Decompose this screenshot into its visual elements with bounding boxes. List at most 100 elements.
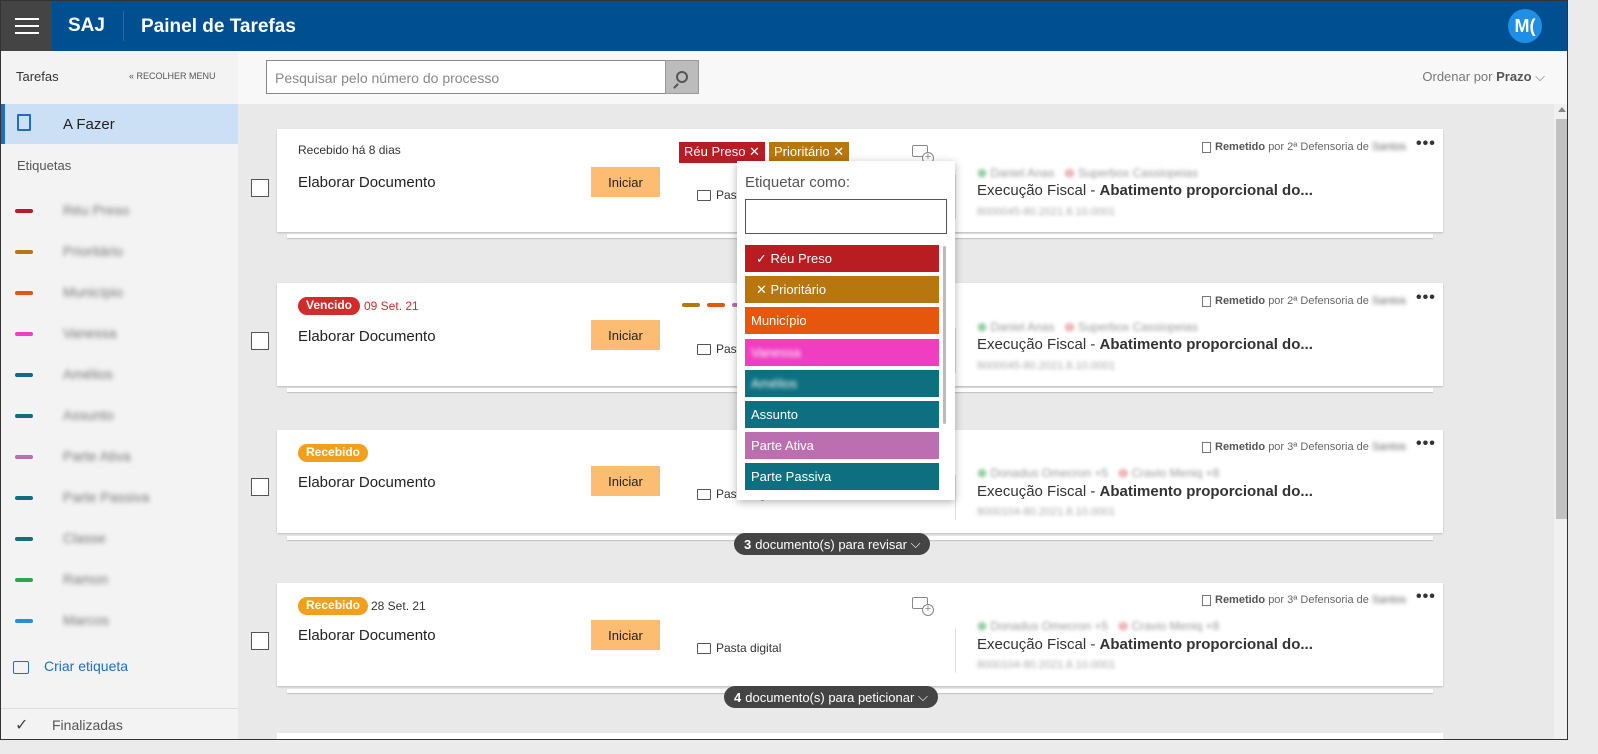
sidebar-tag-item[interactable]: Parte Ativa <box>15 448 215 468</box>
start-button[interactable]: Iniciar <box>591 466 660 496</box>
process-number: 8000104-80.2021.8.10.0001 <box>977 659 1116 671</box>
search-button[interactable] <box>665 60 699 94</box>
sidebar-tag-item[interactable]: Classe <box>15 530 215 550</box>
add-tag-icon[interactable] <box>912 145 934 164</box>
tag-label: Réu Preso <box>684 144 746 159</box>
tag-color-swatch <box>15 537 33 541</box>
status-badge: Recebido <box>298 444 369 462</box>
tag-option-label: Prioritário <box>770 282 827 298</box>
scroll-up-icon[interactable] <box>1558 107 1566 112</box>
parties: ⊕ Daniel Anas ⊖ Superbox Cassiopeias <box>977 166 1198 180</box>
task-checkbox[interactable] <box>251 632 269 650</box>
main-scrollbar[interactable] <box>1554 104 1567 739</box>
search-row: Pesquisar pelo número do processo Ordena… <box>238 51 1567 104</box>
bookmark-icon <box>17 114 31 131</box>
more-options-icon[interactable]: ••• <box>1416 588 1436 605</box>
sort-value: Prazo <box>1496 69 1532 84</box>
tag-color-swatch <box>15 332 33 336</box>
task-card[interactable]: Recebido 28 Set. 21 Elaborar Documento I… <box>277 583 1443 686</box>
tag-option[interactable]: Vanessa <box>745 338 939 366</box>
documents-petition-button[interactable]: 4 documento(s) para peticionar ⌵ <box>724 686 938 708</box>
sidebar-item-a-fazer[interactable]: A Fazer <box>1 104 238 144</box>
tag-dropdown: Etiquetar como: ✓ Réu Preso ✕ Prioritário… <box>737 161 955 500</box>
tag-label: Marcos <box>63 612 109 628</box>
digital-folder-link[interactable]: Pasta digital <box>697 641 781 655</box>
remetido-info: Remetido por 3ª Defensoria de Santos <box>1202 441 1406 453</box>
task-checkbox[interactable] <box>251 478 269 496</box>
start-button[interactable]: Iniciar <box>591 620 660 650</box>
more-options-icon[interactable]: ••• <box>1416 289 1436 306</box>
page-title: Painel de Tarefas <box>141 16 296 37</box>
process-number: 8000045-80.2021.8.10.0001 <box>977 360 1116 372</box>
dropdown-label: Etiquetar como: <box>745 174 851 191</box>
sidebar-tag-item[interactable]: Prioritário <box>15 243 215 263</box>
divider <box>955 328 956 373</box>
tag-color-swatch <box>15 455 33 459</box>
sort-dropdown[interactable]: Ordenar por Prazo ⌵ <box>1422 69 1545 85</box>
received-text: Recebido há 8 dias <box>298 143 401 157</box>
tag-option[interactable]: ✕ Prioritário <box>745 276 939 304</box>
task-title: Elaborar Documento <box>298 174 436 191</box>
tag-color-swatch <box>15 619 33 623</box>
hamburger-menu-icon[interactable] <box>1 1 52 51</box>
chevron-down-icon: ⌵ <box>910 536 921 551</box>
add-tag-icon[interactable] <box>912 597 934 616</box>
more-options-icon[interactable]: ••• <box>1416 435 1436 452</box>
tag-color-swatch <box>15 291 33 295</box>
chevron-down-icon: ⌵ <box>917 689 928 704</box>
dropdown-scrollbar[interactable] <box>943 246 946 424</box>
start-button[interactable]: Iniciar <box>591 320 660 350</box>
divider <box>955 475 956 520</box>
sidebar-tag-item[interactable]: Assunto <box>15 407 215 427</box>
sidebar-tag-item[interactable]: Amélios <box>15 366 215 386</box>
remetido-info: Remetido por 2ª Defensoria de Santos <box>1202 141 1406 153</box>
tag-option[interactable]: Parte Ativa <box>745 432 939 460</box>
create-tag-link[interactable]: Criar etiqueta <box>13 658 128 674</box>
sidebar-tag-item[interactable]: Réu Preso <box>15 202 215 222</box>
tag-label: Parte Passiva <box>63 489 150 505</box>
due-date: 28 Set. 21 <box>371 599 426 613</box>
tag-prioritario[interactable]: Prioritário ✕ <box>769 142 850 163</box>
documents-review-button[interactable]: 3 documento(s) para revisar ⌵ <box>734 533 931 555</box>
document-icon <box>1202 141 1211 153</box>
tag-option[interactable]: Município <box>745 307 939 335</box>
mini-tag <box>682 303 700 307</box>
tag-option[interactable]: Assunto <box>745 401 939 428</box>
collapse-menu-button[interactable]: « RECOLHER MENU <box>129 71 216 81</box>
search-input[interactable]: Pesquisar pelo número do processo <box>266 60 666 94</box>
more-options-icon[interactable]: ••• <box>1416 135 1436 152</box>
task-title: Elaborar Documento <box>298 328 436 345</box>
mini-tag <box>707 303 725 307</box>
add-tag-icon <box>13 660 29 674</box>
sidebar-tag-item[interactable]: Marcos <box>15 612 215 632</box>
task-checkbox[interactable] <box>251 179 269 197</box>
start-button[interactable]: Iniciar <box>591 167 660 197</box>
tag-label: Ramon <box>63 571 109 587</box>
check-icon: ✓ <box>756 251 771 266</box>
folder-icon <box>697 643 711 655</box>
app-window: SAJ Painel de Tarefas M( Tarefas « RECOL… <box>0 0 1568 740</box>
task-card-partial <box>277 733 1443 739</box>
tag-option[interactable]: Amélios <box>745 369 939 397</box>
sidebar-tag-item[interactable]: Parte Passiva <box>15 489 215 509</box>
sidebar-item-finalizadas[interactable]: ✓ Finalizadas <box>1 708 238 739</box>
tag-option[interactable]: ✓ Réu Preso <box>745 245 939 272</box>
sidebar-tag-item[interactable]: Vanessa <box>15 325 215 345</box>
remetido-info: Remetido por 3ª Defensoria de Santos <box>1202 594 1406 606</box>
tag-option-label: Assunto <box>751 407 798 422</box>
avatar[interactable]: M( <box>1508 9 1542 43</box>
sidebar-tag-item[interactable]: Ramon <box>15 571 215 591</box>
tag-option[interactable]: Parte Passiva <box>745 463 939 491</box>
tag-search-input[interactable] <box>745 199 947 234</box>
remove-tag-icon[interactable]: ✕ <box>833 144 845 159</box>
tag-option-label: Parte Ativa <box>751 438 814 454</box>
brand-logo[interactable]: SAJ <box>68 15 105 36</box>
tag-label: Município <box>63 284 123 300</box>
tag-reu-preso[interactable]: Réu Preso ✕ <box>679 142 765 163</box>
scroll-thumb[interactable] <box>1556 119 1567 519</box>
task-checkbox[interactable] <box>251 332 269 350</box>
sidebar-tag-item[interactable]: Município <box>15 284 215 304</box>
remove-tag-icon[interactable]: ✕ <box>749 144 760 159</box>
parties: ⊕ Donadus Omecron +5 ⊖ Cravio Meniq +8 <box>977 466 1220 480</box>
folder-icon <box>697 489 711 501</box>
